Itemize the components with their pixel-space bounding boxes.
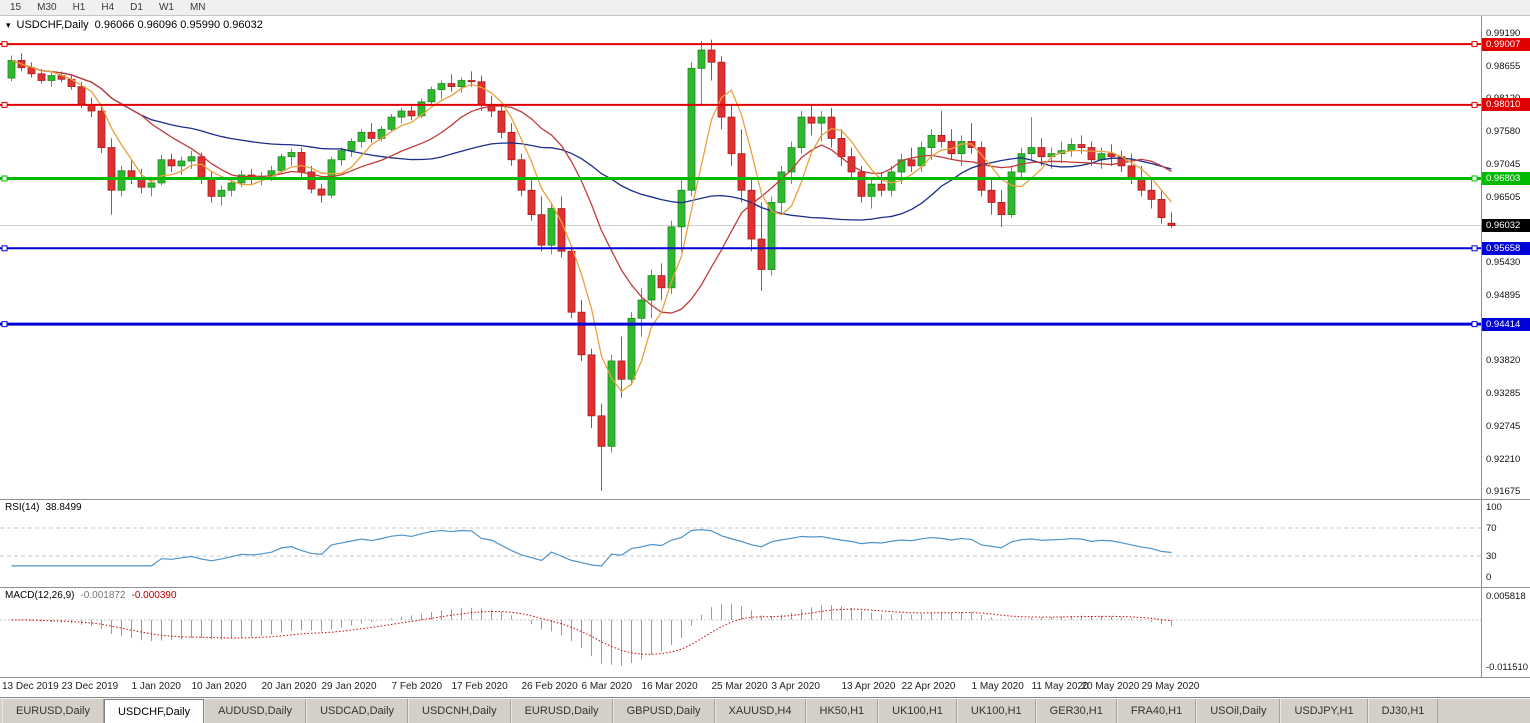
date-label: 16 Mar 2020 [641,681,698,692]
chart-tab-eurusd-daily[interactable]: EURUSD,Daily [510,699,613,723]
timeframe-button-d1[interactable]: D1 [130,2,143,13]
date-label: 20 Jan 2020 [261,681,317,692]
chart-title: ▾ USDCHF,Daily 0.96066 0.96096 0.95990 0… [6,19,263,31]
date-label: 1 Jan 2020 [131,681,182,692]
price-axis-label: 0.91675 [1486,486,1521,498]
date-label: 22 Apr 2020 [901,681,956,692]
main-chart-panel[interactable]: ▾ USDCHF,Daily 0.96066 0.96096 0.95990 0… [0,16,1530,500]
symbol-period-label: USDCHF,Daily [16,19,89,31]
macd-signal-value: -0.000390 [131,590,177,601]
price-line-tag: 0.98010 [1482,98,1530,112]
date-label: 13 Dec 2019 [2,681,59,692]
date-label: 23 Dec 2019 [61,681,119,692]
date-label: 10 Jan 2020 [191,681,247,692]
macd-axis-label: -0.011510 [1486,662,1529,673]
rsi-axis-label: 70 [1486,523,1497,534]
rsi-name: RSI(14) [5,502,40,513]
rsi-label: RSI(14) 38.8499 [5,502,82,513]
chart-tab-hk50-h1[interactable]: HK50,H1 [805,699,879,723]
timeframe-button-h1[interactable]: H1 [72,2,86,13]
macd-label: MACD(12,26,9) -0.001872 -0.000390 [5,590,177,601]
macd-axis: 0.005818 -0.011510 [1481,588,1530,677]
price-axis-label: 0.94895 [1486,289,1521,301]
chart-tab-usdcnh-daily[interactable]: USDCNH,Daily [408,699,511,723]
date-label: 3 Apr 2020 [771,681,820,692]
chart-tab-dj30-h1[interactable]: DJ30,H1 [1367,699,1439,723]
date-label: 7 Feb 2020 [391,681,443,692]
chart-tab-eurusd-daily[interactable]: EURUSD,Daily [2,699,104,723]
date-label: 25 Mar 2020 [711,681,768,692]
macd-canvas[interactable] [0,588,1481,677]
date-label: 1 May 2020 [971,681,1024,692]
symbol-dropdown-icon[interactable]: ▾ [6,19,11,30]
chart-tab-usoil-daily[interactable]: USOil,Daily [1196,699,1281,723]
price-line-tag: 0.96803 [1482,171,1530,185]
chart-tab-audusd-daily[interactable]: AUDUSD,Daily [204,699,307,723]
rsi-panel[interactable]: RSI(14) 38.8499 100 70 30 0 [0,500,1530,588]
chart-tab-bar: EURUSD,Daily USDCHF,Daily AUDUSD,Daily USDC… [0,698,1530,723]
chart-tab-usdcad-daily[interactable]: USDCAD,Daily [306,699,409,723]
date-label: 6 Mar 2020 [581,681,633,692]
timeframe-button-15[interactable]: 15 [10,2,22,13]
price-line-tag: 0.95658 [1482,241,1530,255]
rsi-axis-label: 30 [1486,551,1497,562]
macd-name: MACD(12,26,9) [5,590,75,601]
price-axis-label: 0.96505 [1486,191,1521,203]
chart-tab-gbpusd-daily[interactable]: GBPUSD,Daily [612,699,715,723]
chart-tab-fra40-h1[interactable]: FRA40,H1 [1116,699,1197,723]
rsi-canvas[interactable] [0,500,1481,587]
price-axis-label: 0.99190 [1486,27,1521,39]
macd-panel[interactable]: MACD(12,26,9) -0.001872 -0.000390 0.0058… [0,588,1530,678]
macd-axis-label: 0.005818 [1486,591,1526,602]
rsi-axis-label: 100 [1486,502,1502,513]
main-chart-canvas[interactable] [0,16,1481,499]
timeframe-button-h4[interactable]: H4 [101,2,115,13]
rsi-value: 38.8499 [45,502,82,513]
rsi-axis-label: 0 [1486,572,1492,583]
price-axis-label: 0.93285 [1486,387,1521,399]
date-axis: 13 Dec 2019 23 Dec 2019 1 Jan 2020 10 Jan 2… [0,678,1530,698]
price-axis: 0.991900.986550.981200.975800.970450.965… [1481,16,1530,499]
price-line-tag: 0.99007 [1482,37,1530,51]
rsi-axis: 100 70 30 0 [1481,500,1530,587]
chart-tab-uk100-h1[interactable]: UK100,H1 [878,699,957,723]
date-label: 17 Feb 2020 [451,681,508,692]
date-label: 26 Feb 2020 [521,681,578,692]
date-label: 11 May 2020 [1031,681,1089,692]
chart-tab-uk100-h1[interactable]: UK100,H1 [956,699,1036,723]
date-label: 20 May 2020 [1081,681,1140,692]
chart-tab-xauusd-h4[interactable]: XAUUSD,H4 [714,699,806,723]
price-axis-label: 0.98655 [1486,60,1521,72]
price-line-tag: 0.94414 [1482,317,1530,331]
ohlc-values: 0.96066 0.96096 0.95990 0.96032 [94,19,263,31]
timeframe-button-mn[interactable]: MN [189,2,206,13]
price-axis-label: 0.97580 [1486,126,1521,138]
price-axis-label: 0.95430 [1486,257,1521,269]
price-axis-label: 0.92210 [1486,453,1521,465]
price-axis-label: 0.92745 [1486,420,1521,432]
timeframe-toolbar: 15 M30 H1 H4 D1 W1 MN [0,0,1530,16]
price-axis-label: 0.93820 [1486,355,1521,367]
date-label: 29 Jan 2020 [321,681,377,692]
chart-tab-usdjpy-h1[interactable]: USDJPY,H1 [1280,699,1368,723]
macd-main-value: -0.001872 [80,590,126,601]
timeframe-button-m30[interactable]: M30 [37,2,57,13]
chart-tab-usdchf-daily[interactable]: USDCHF,Daily [103,699,205,723]
price-axis-label: 0.97045 [1486,158,1521,170]
date-label: 29 May 2020 [1141,681,1200,692]
chart-tab-ger30-h1[interactable]: GER30,H1 [1035,699,1117,723]
price-line-tag: 0.96032 [1482,218,1530,232]
date-label: 13 Apr 2020 [841,681,896,692]
timeframe-button-w1[interactable]: W1 [158,2,174,13]
